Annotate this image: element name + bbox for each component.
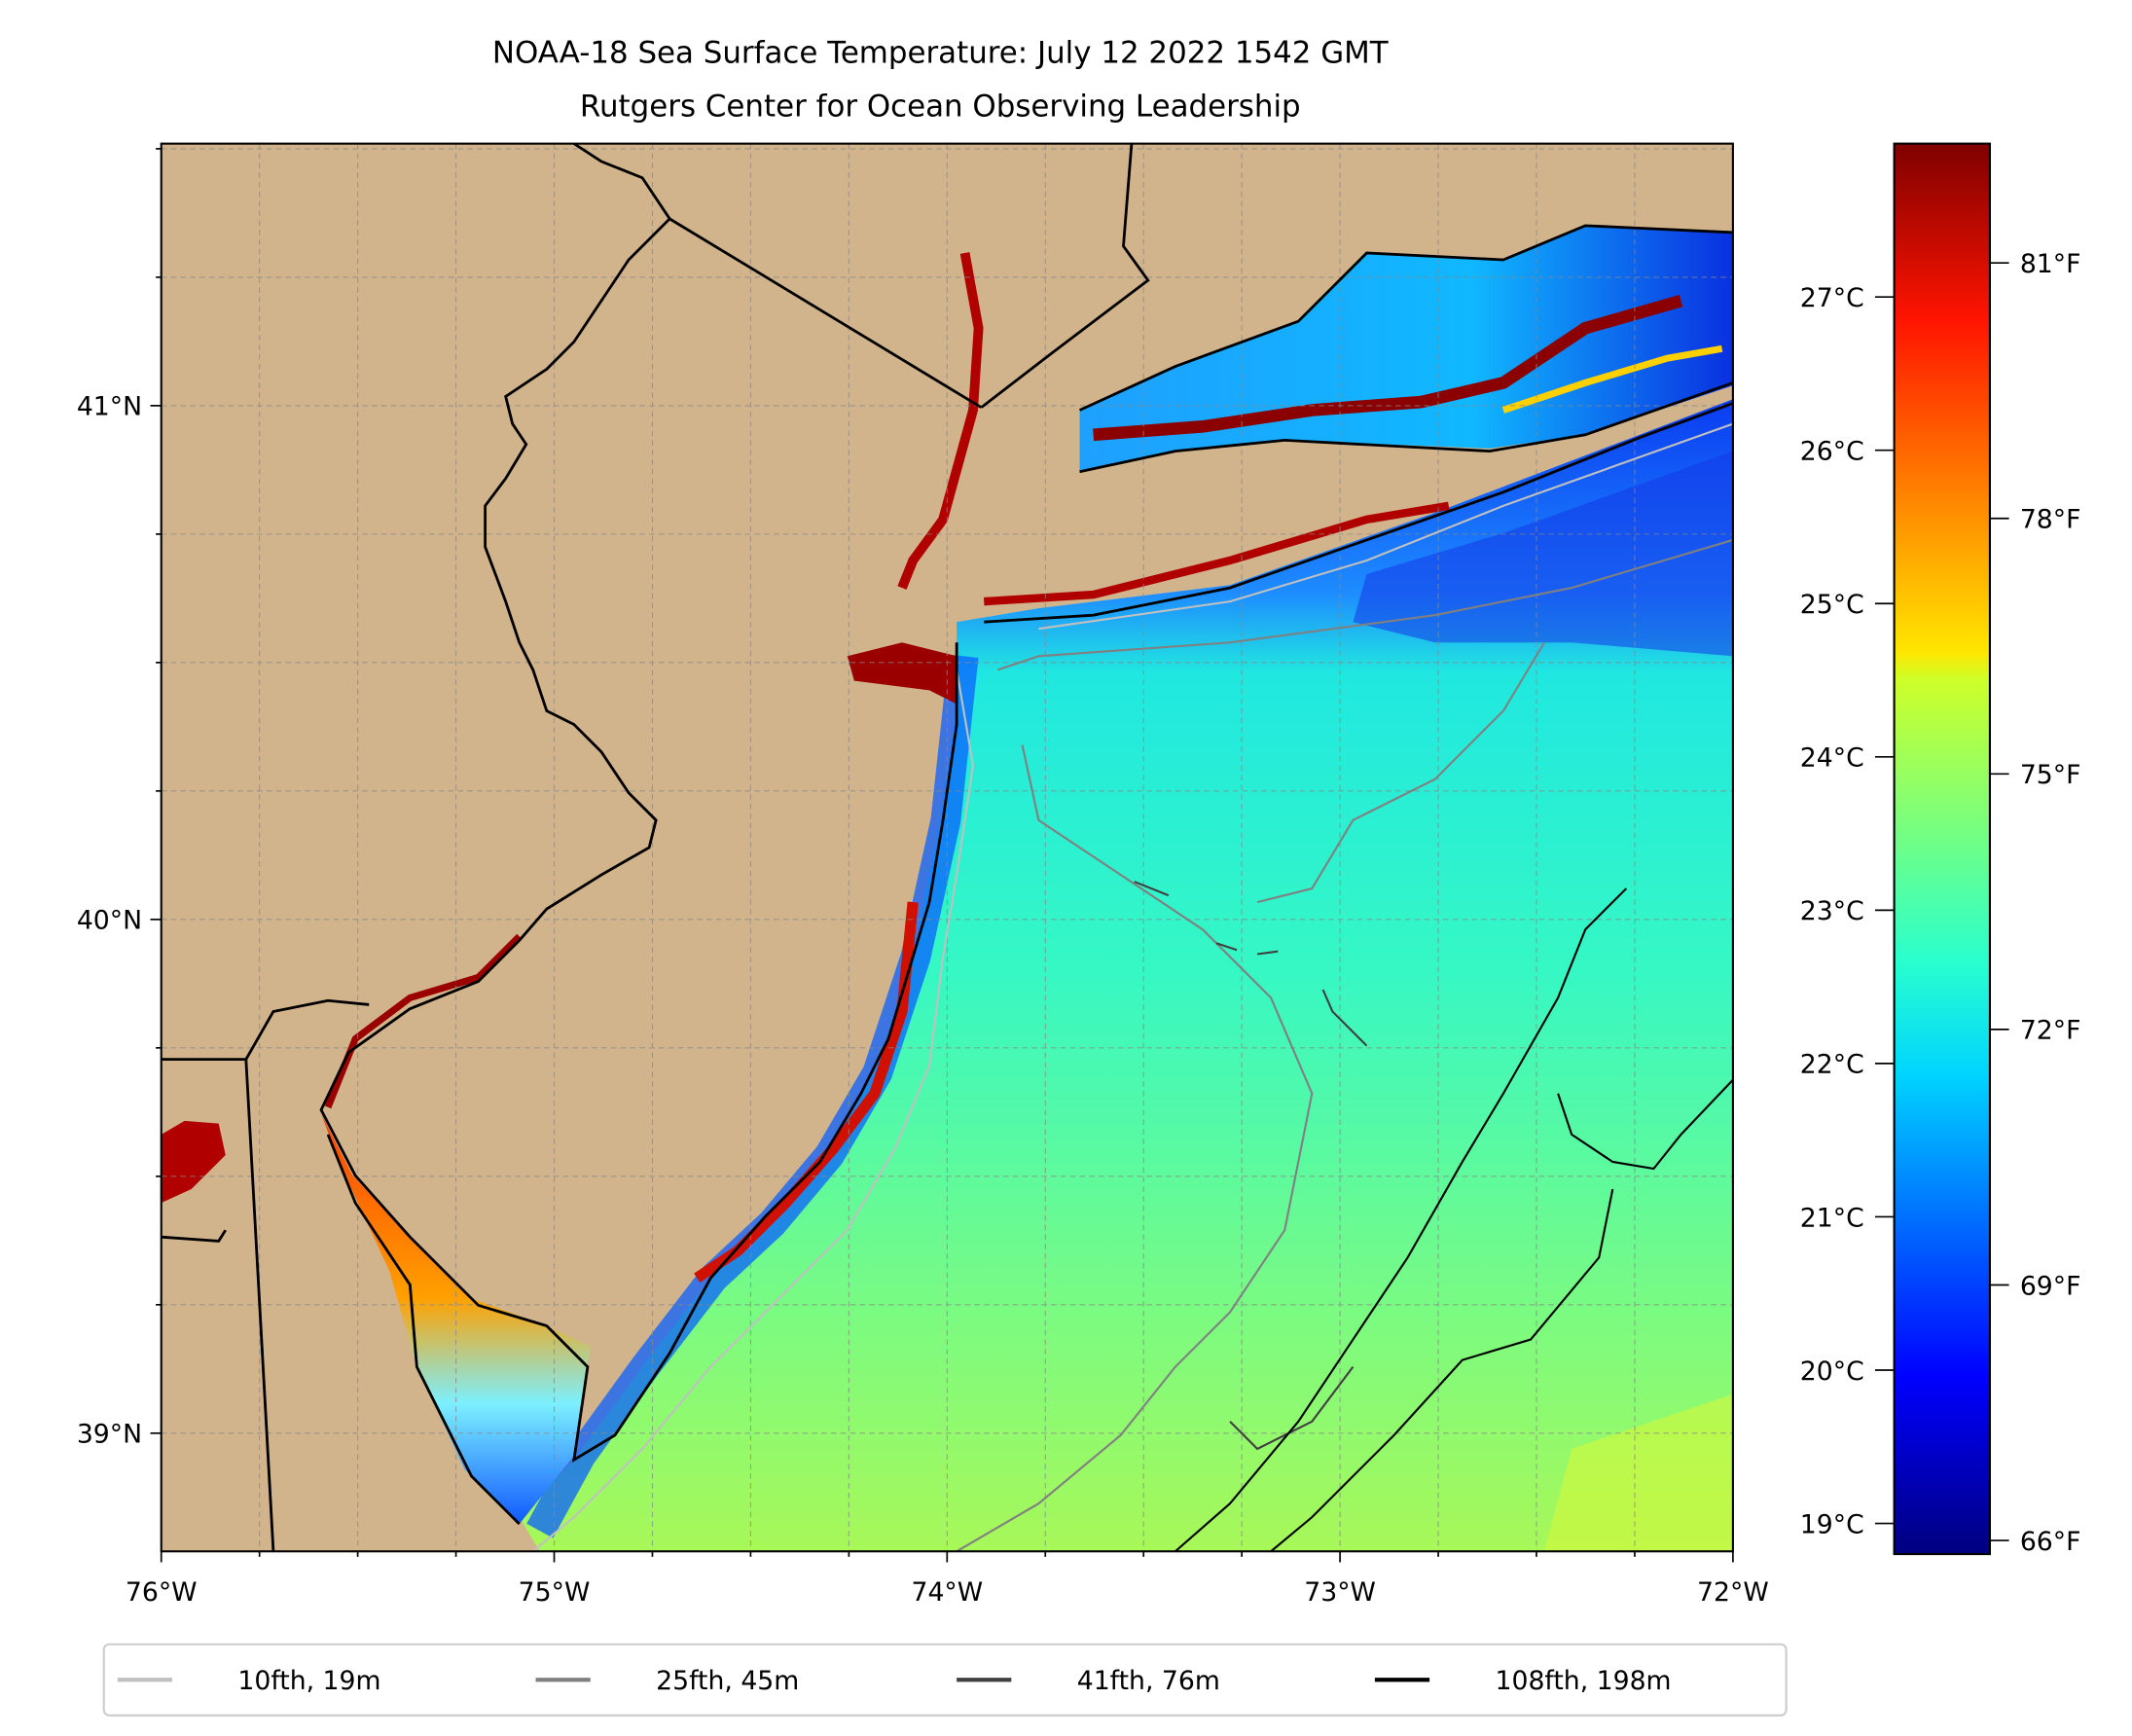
x-tick-label: 76°W — [126, 1577, 198, 1608]
sound-warm-streak-yellow — [1501, 344, 1723, 414]
legend-label: 10fth, 19m — [237, 1666, 380, 1696]
legend-label: 25fth, 45m — [656, 1666, 799, 1696]
y-axis-ticks: 41°N 40°N 39°N — [77, 148, 162, 1450]
colorbar-celsius-ticks: 27°C 26°C 25°C 24°C 23°C 22°C 21°C 20°C 19°C — [1800, 283, 1895, 1539]
li-south-bays-sst — [983, 501, 1450, 606]
fahrenheit-tick-label: 78°F — [2020, 505, 2081, 535]
offshore-cool-patch — [1353, 451, 1733, 657]
y-tick-label: 40°N — [77, 906, 142, 936]
ct-coastline — [1078, 224, 1733, 412]
legend-label: 108fth, 198m — [1496, 1666, 1672, 1696]
coastlines-borders — [161, 143, 1733, 1552]
hudson-river-sst — [897, 252, 984, 590]
contour-10fth-li — [1038, 422, 1733, 631]
li-north-shore — [1079, 381, 1733, 474]
isobath-contours — [532, 422, 1733, 1552]
celsius-tick-label: 21°C — [1800, 1203, 1864, 1233]
sound-warm-streak — [1093, 295, 1683, 442]
colorbar — [1893, 142, 1991, 1556]
celsius-tick-label: 24°C — [1800, 743, 1864, 774]
ny-nj-border — [669, 217, 983, 409]
celsius-tick-label: 25°C — [1800, 590, 1864, 620]
legend-label: 41fth, 76m — [1077, 1666, 1220, 1696]
colorbar-fahrenheit-ticks: 81°F 78°F 75°F 72°F 69°F 66°F — [1989, 249, 2081, 1557]
x-axis-ticks: 76°W 75°W 74°W 73°W 72°W — [126, 1551, 1769, 1608]
ny-ct-border — [980, 143, 1150, 409]
x-tick-label: 73°W — [1304, 1577, 1376, 1608]
fahrenheit-tick-label: 81°F — [2020, 249, 2081, 279]
li-south-shore — [984, 402, 1733, 624]
fahrenheit-tick-label: 66°F — [2020, 1527, 2081, 1557]
celsius-tick-label: 19°C — [1800, 1509, 1864, 1539]
nj-coastline — [319, 642, 958, 1463]
delaware-coastline — [326, 1134, 521, 1526]
y-tick-label: 39°N — [77, 1420, 142, 1450]
de-md-border — [161, 998, 370, 1552]
contour-108fth — [1174, 887, 1733, 1552]
celsius-tick-label: 26°C — [1800, 437, 1864, 467]
delaware-bay-sst — [321, 1113, 591, 1525]
x-tick-label: 72°W — [1697, 1577, 1769, 1608]
delaware-river-sst — [324, 933, 523, 1109]
contour-10fth — [532, 669, 975, 1552]
contour-25fth — [956, 538, 1733, 1552]
chesapeake-shore — [161, 1229, 227, 1243]
map-axes — [161, 143, 1733, 1552]
celsius-tick-label: 22°C — [1800, 1050, 1864, 1080]
barnegat-bay-sst — [694, 901, 919, 1284]
long-island-sound-sst — [1079, 225, 1733, 472]
raritan-bay-sst — [847, 642, 958, 705]
legend-entry: 10fth, 19m — [117, 1666, 380, 1696]
chart-subtitle: Rutgers Center for Ocean Observing Leade… — [580, 90, 1301, 125]
chart-title: NOAA-18 Sea Surface Temperature: July 12… — [492, 36, 1389, 71]
legend-box — [102, 1643, 1788, 1717]
fahrenheit-tick-label: 75°F — [2020, 760, 2081, 790]
contour-41fth — [1134, 881, 1368, 1451]
legend-entry: 25fth, 45m — [535, 1666, 799, 1696]
celsius-tick-label: 23°C — [1800, 896, 1864, 926]
x-tick-label: 74°W — [911, 1577, 983, 1608]
gridlines — [161, 143, 1733, 1552]
legend: 10fth, 19m 25fth, 45m 41fth, 76m 108fth, 19… — [102, 1643, 1788, 1717]
y-tick-label: 41°N — [77, 392, 142, 422]
x-tick-label: 75°W — [519, 1577, 591, 1608]
celsius-tick-label: 27°C — [1800, 283, 1864, 313]
ocean-sst — [519, 399, 1733, 1552]
chesapeake-sst — [161, 1120, 226, 1204]
nj-pa-border — [484, 143, 672, 942]
fahrenheit-tick-label: 69°F — [2020, 1271, 2081, 1301]
fahrenheit-tick-label: 72°F — [2020, 1016, 2081, 1046]
celsius-tick-label: 20°C — [1800, 1356, 1864, 1387]
legend-entry: 108fth, 198m — [1374, 1666, 1672, 1696]
legend-entry: 41fth, 76m — [957, 1666, 1220, 1696]
